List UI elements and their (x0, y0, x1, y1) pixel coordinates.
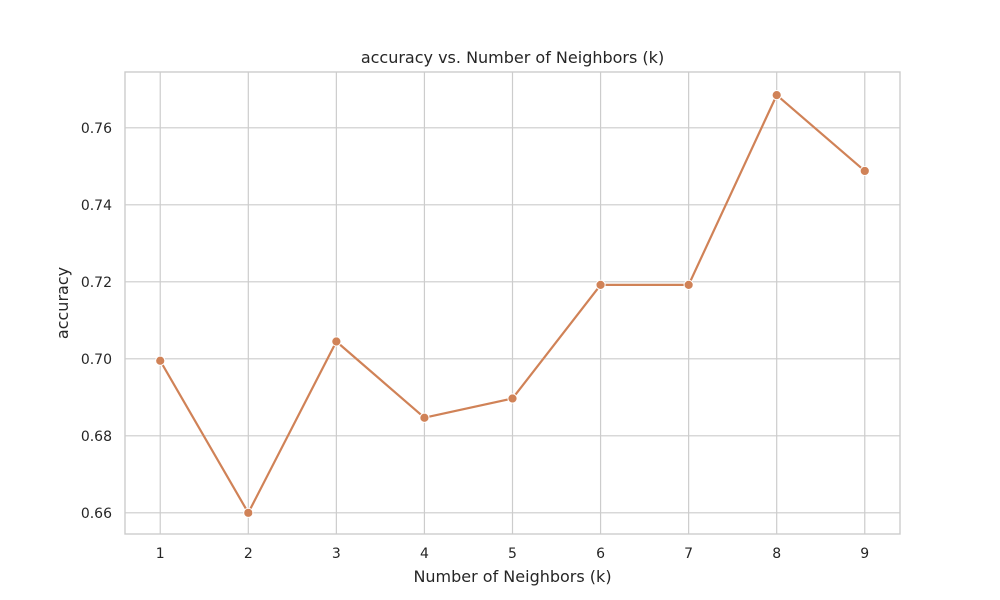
x-tick-label: 8 (772, 546, 781, 562)
series-layer (155, 90, 870, 518)
y-tick-labels: 0.66 0.68 0.70 0.72 0.74 0.76 (81, 121, 112, 522)
grid-layer (125, 72, 900, 534)
y-tick-label: 0.68 (81, 429, 112, 445)
plot-frame (124, 71, 901, 535)
x-tick-label: 1 (156, 546, 165, 562)
x-tick-label: 2 (244, 546, 253, 562)
x-axis-label: Number of Neighbors (k) (413, 567, 611, 586)
data-point (771, 90, 782, 101)
data-point (683, 279, 694, 291)
data-point (507, 393, 518, 404)
x-tick-label: 3 (332, 546, 341, 562)
x-tick-label: 5 (508, 546, 517, 562)
data-point (155, 355, 166, 366)
y-axis-label: accuracy (53, 267, 72, 339)
y-tick-label: 0.70 (81, 352, 112, 368)
chart-title: accuracy vs. Number of Neighbors (k) (361, 48, 664, 67)
data-point (331, 336, 342, 347)
y-tick-label: 0.72 (81, 275, 112, 291)
data-point (595, 279, 606, 291)
data-point (859, 165, 870, 177)
data-point (419, 412, 430, 423)
x-tick-labels: 1 2 3 4 5 6 7 8 9 (156, 546, 869, 562)
x-tick-label: 7 (684, 546, 693, 562)
y-tick-label: 0.66 (81, 506, 112, 522)
x-tick-label: 9 (860, 546, 869, 562)
y-tick-label: 0.76 (81, 121, 112, 137)
data-point (243, 507, 254, 518)
x-tick-label: 6 (596, 546, 605, 562)
x-tick-label: 4 (420, 546, 429, 562)
y-tick-label: 0.74 (81, 198, 112, 214)
